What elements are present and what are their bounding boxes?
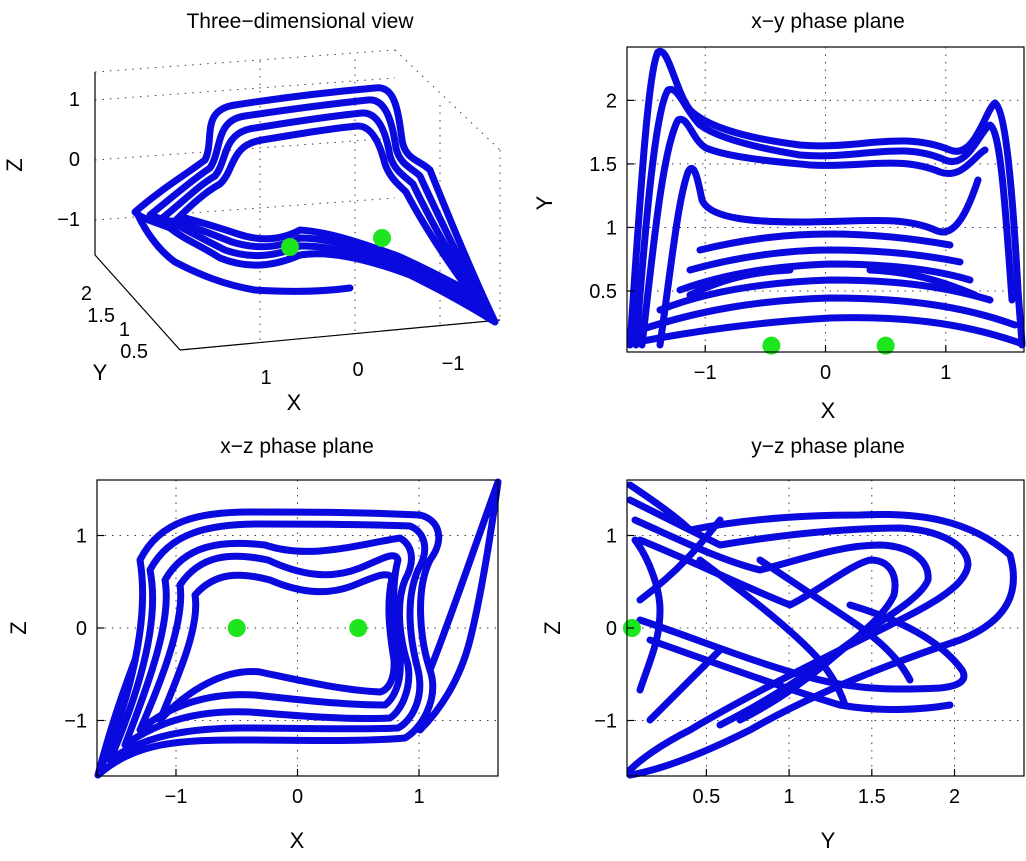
y-tick-label-xz-2: 0 <box>76 618 87 640</box>
grid-yz <box>627 480 1024 776</box>
equilibrium-point-3d-1 <box>281 238 299 256</box>
equilibrium-point-xz-2 <box>349 619 368 637</box>
equilibrium-point-xz-1 <box>227 619 246 637</box>
x-axis-label-3d: X <box>287 390 302 415</box>
y-tick-3d-2: 1.5 <box>87 305 115 327</box>
y-axis-label-yz: Z <box>540 621 565 634</box>
grid-xy <box>627 47 1024 352</box>
equilibrium-point-xy-2 <box>876 336 895 355</box>
x-tick-label-xy-3: 1 <box>940 362 951 384</box>
z-tick-3d-2: 0 <box>69 149 80 171</box>
trajectory-xz <box>94 478 502 779</box>
y-axis-label-xz: Z <box>6 621 31 634</box>
trajectory-yz <box>626 481 1017 779</box>
trajectory-3d <box>131 84 499 326</box>
y-tick-label-xy-3: 1.5 <box>589 154 617 176</box>
trajectory-xy <box>626 47 1026 349</box>
y-tick-3d-4: 0.5 <box>120 341 148 363</box>
x-tick-3d-2: 0 <box>352 359 363 381</box>
y-tick-label-yz-3: 1 <box>606 526 617 548</box>
x-axis-label-yz: Y <box>821 828 836 853</box>
panel-xy: x−y phase plane −1 0 1 0.5 1 1.5 2 X Y <box>532 10 1026 423</box>
equilibrium-point-xy-1 <box>762 336 781 355</box>
y-axis-3d <box>94 254 181 351</box>
x-tick-3d-1: 1 <box>260 367 271 389</box>
x-tick-label-xz-2: 0 <box>292 786 303 808</box>
x-tick-label-yz-2: 1 <box>784 786 795 808</box>
y-tick-label-xy-4: 2 <box>606 90 617 112</box>
x-axis-label-xz: X <box>290 828 305 853</box>
z-tick-3d-1: 1 <box>69 89 80 111</box>
x-tick-label-xz-3: 1 <box>413 786 424 808</box>
y-tick-label-xz-3: 1 <box>76 526 87 548</box>
x-tick-label-xy-1: −1 <box>694 362 717 384</box>
y-tick-label-xz-1: −1 <box>64 711 87 733</box>
y-tick-label-xy-1: 0.5 <box>589 281 617 303</box>
x-axis-3d <box>179 319 501 351</box>
x-axis-label-xy: X <box>821 398 836 423</box>
y-axis-label-xy: Y <box>532 195 557 210</box>
y-tick-3d-1: 2 <box>81 283 92 305</box>
y-tick-3d-3: 1 <box>119 319 130 341</box>
x-tick-3d-3: −1 <box>442 353 465 375</box>
x-tick-label-yz-3: 1.5 <box>858 786 886 808</box>
y-axis-label-3d: Y <box>93 360 108 385</box>
panel-yz: y−z phase plane 0.5 1 1.5 2 −1 0 1 Y Z <box>540 435 1025 853</box>
y-tick-label-xy-2: 1 <box>606 217 617 239</box>
x-tick-label-yz-1: 0.5 <box>692 786 720 808</box>
panel-xz: x−z phase plane −1 0 1 −1 0 1 X Z <box>6 435 502 853</box>
x-tick-label-yz-4: 2 <box>949 786 960 808</box>
y-tick-label-yz-1: −1 <box>594 711 617 733</box>
z-tick-3d-3: −1 <box>57 209 80 231</box>
z-axis-label-3d: Z <box>2 158 27 171</box>
equilibrium-point-3d-2 <box>373 229 391 247</box>
y-tick-label-yz-2: 0 <box>606 618 617 640</box>
chart-title-xy: x−y phase plane <box>751 10 905 33</box>
chart-title-yz: y−z phase plane <box>751 435 905 458</box>
x-tick-label-xz-1: −1 <box>165 786 188 808</box>
chart-title-3d: Three−dimensional view <box>186 10 414 33</box>
panel-3d: Three−dimensional view <box>2 10 501 415</box>
chart-title-xz: x−z phase plane <box>220 435 374 458</box>
x-tick-label-xy-2: 0 <box>820 362 831 384</box>
